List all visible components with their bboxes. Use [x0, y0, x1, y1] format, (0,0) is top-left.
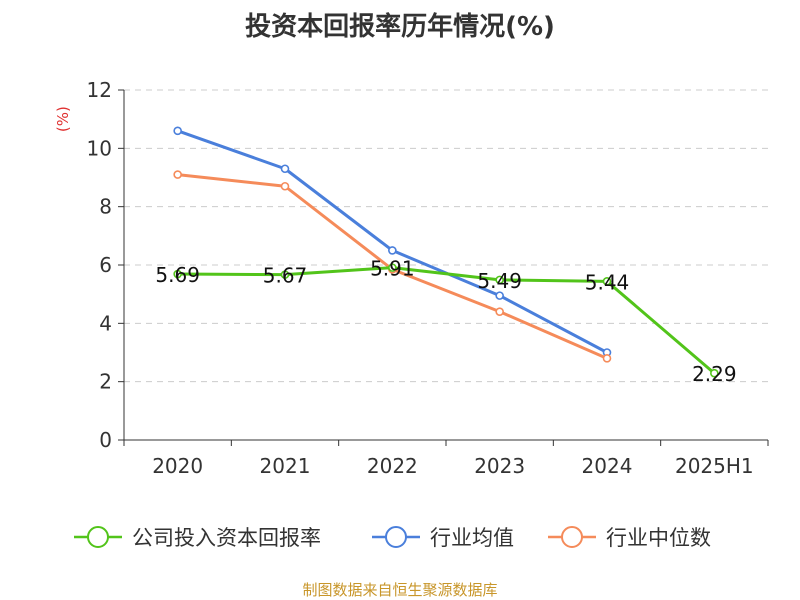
- x-tick-label: 2023: [474, 454, 525, 478]
- x-tick-label: 2021: [260, 454, 311, 478]
- legend-marker: [87, 526, 109, 548]
- data-label: 2.29: [692, 362, 737, 386]
- series-lines: [173, 126, 719, 378]
- data-label: 5.67: [263, 264, 308, 288]
- y-tick-label: 8: [99, 195, 112, 219]
- data-point: [495, 307, 504, 316]
- data-point: [388, 246, 397, 255]
- data-point: [173, 269, 182, 279]
- data-point: [388, 263, 397, 272]
- y-axis-label: (%): [54, 106, 72, 132]
- data-point: [173, 170, 182, 179]
- series-line-1: [177, 129, 608, 354]
- data-point: [602, 277, 612, 286]
- y-tick-label: 6: [99, 253, 112, 277]
- y-tick-label: 10: [87, 136, 112, 160]
- legend-marker: [385, 526, 407, 548]
- data-point: [495, 275, 504, 285]
- data-label: 5.91: [370, 257, 415, 281]
- y-tick-label: 4: [99, 311, 112, 335]
- data-point: [280, 164, 290, 174]
- data-point: [710, 368, 719, 378]
- x-tick-label: 2025H1: [675, 454, 754, 478]
- data-label: 5.69: [155, 263, 200, 287]
- legend-item-label: 行业中位数: [606, 526, 711, 550]
- y-tick-label: 0: [99, 428, 112, 452]
- legend-item-label: 行业均值: [430, 526, 514, 550]
- legend-item-label: 公司投入资本回报率: [132, 526, 321, 550]
- data-point: [602, 354, 612, 363]
- data-labels: 5.69 5.67 5.91 5.49 5.44 2.29: [155, 257, 736, 387]
- data-label: 5.44: [585, 270, 630, 294]
- x-tick-label: 2020: [152, 454, 203, 478]
- axes: 0 2 4 6 8 10 12 2020 2021 2022 2023 2024 2025H1 (%): [54, 78, 769, 478]
- data-point: [173, 126, 182, 136]
- data-label: 5.49: [477, 269, 522, 293]
- source-footer: 制图数据来自恒生聚源数据库: [302, 581, 498, 599]
- legend-marker: [561, 526, 583, 548]
- y-tick-label: 12: [87, 78, 112, 102]
- x-tick-label: 2022: [367, 454, 418, 478]
- data-point: [280, 270, 290, 279]
- data-point: [495, 291, 504, 300]
- x-tick-label: 2024: [582, 454, 633, 478]
- legend: 公司投入资本回报率 行业均值 行业中位数: [74, 526, 711, 550]
- series-line-0: [177, 266, 716, 375]
- data-point: [280, 181, 290, 191]
- chart-title: 投资本回报率历年情况(%): [245, 12, 555, 42]
- y-tick-label: 2: [99, 370, 112, 394]
- grid-lines: [124, 89, 768, 383]
